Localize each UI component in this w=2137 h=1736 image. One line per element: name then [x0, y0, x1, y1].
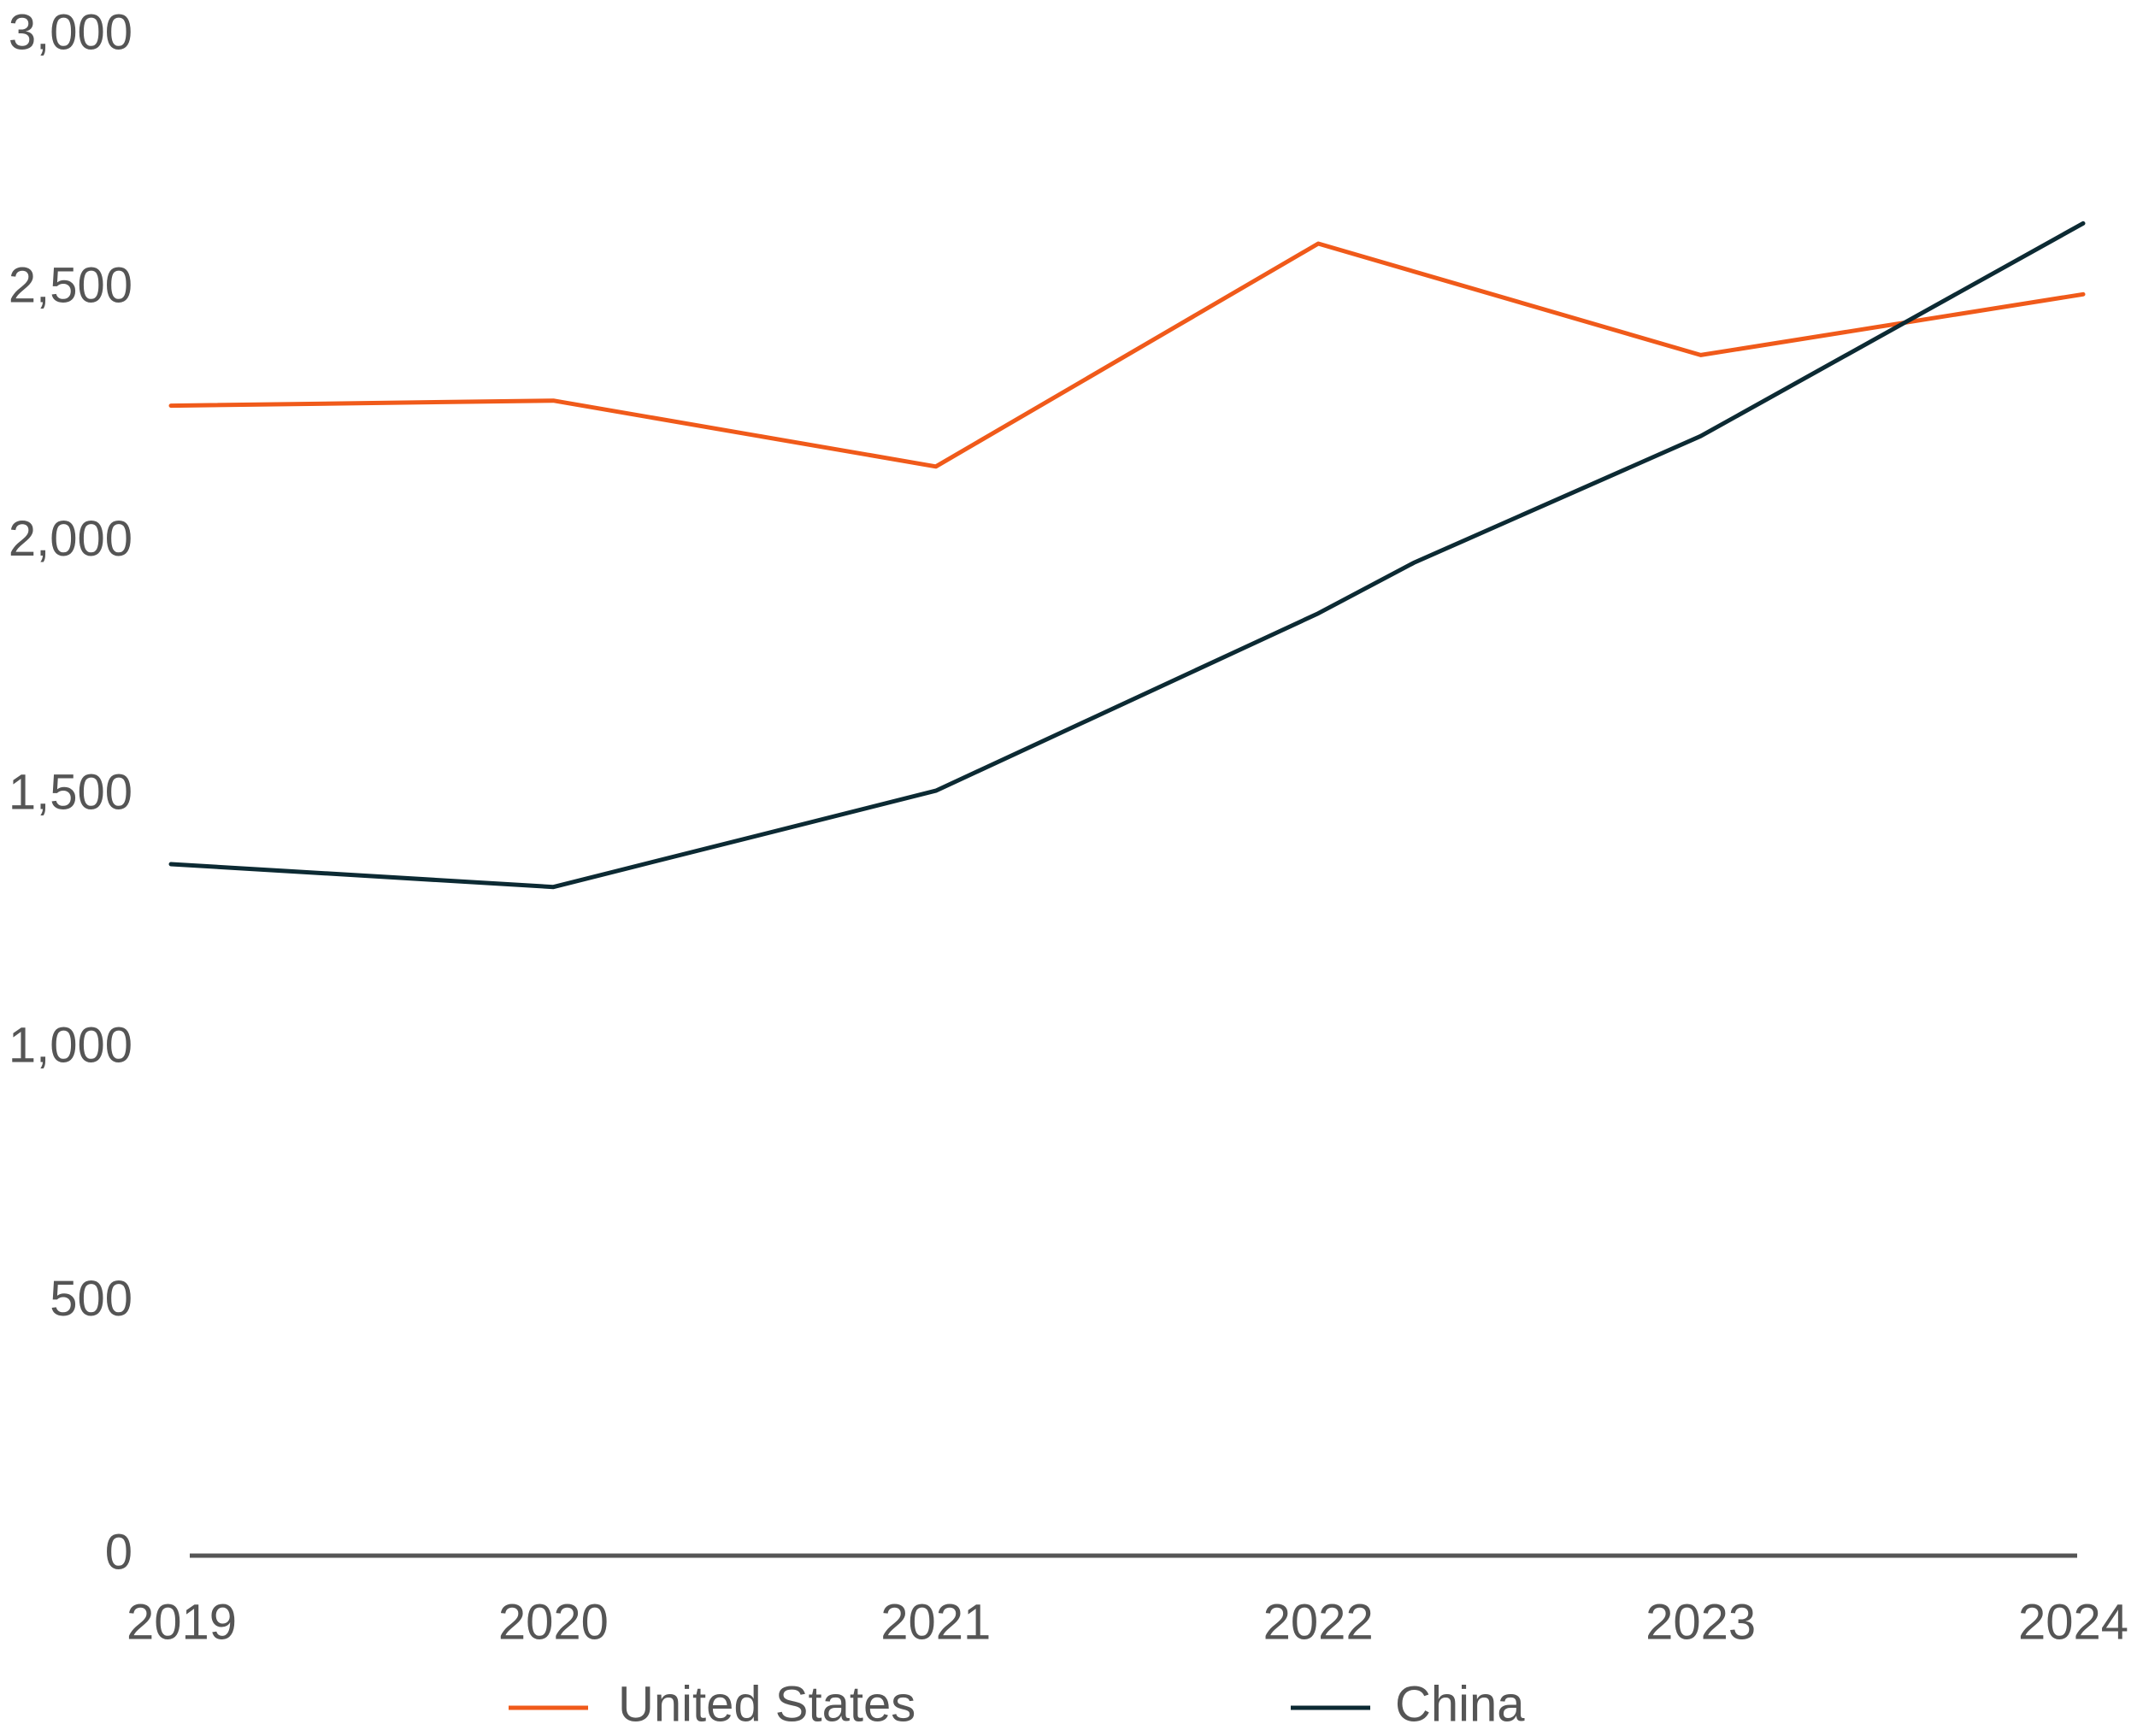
y-tick-label: 500 — [50, 1271, 132, 1327]
y-tick-label: 3,000 — [9, 4, 132, 60]
x-tick-label: 2019 — [127, 1594, 237, 1650]
series-line-united-states — [168, 241, 2086, 469]
y-tick-label: 0 — [105, 1524, 132, 1580]
y-tick-label: 1,500 — [9, 764, 132, 820]
legend: United States China — [509, 1676, 1525, 1732]
y-tick-label: 1,000 — [9, 1018, 132, 1074]
x-axis-ticks: 2019 2020 2021 2022 2023 2024 — [127, 1594, 2128, 1650]
series-line-china — [168, 221, 2086, 890]
x-tick-label: 2020 — [498, 1594, 609, 1650]
y-tick-label: 2,500 — [9, 258, 132, 314]
series-lines — [168, 221, 2086, 890]
y-axis-ticks: 0 500 1,000 1,500 2,000 2,500 3,000 — [9, 4, 132, 1580]
x-tick-label: 2023 — [1645, 1594, 1756, 1650]
y-tick-label: 2,000 — [9, 511, 132, 567]
legend-label-united-states: United States — [618, 1676, 915, 1732]
legend-label-china: China — [1395, 1676, 1525, 1732]
x-tick-label: 2021 — [880, 1594, 991, 1650]
x-tick-label: 2024 — [2018, 1594, 2128, 1650]
x-tick-label: 2022 — [1263, 1594, 1374, 1650]
